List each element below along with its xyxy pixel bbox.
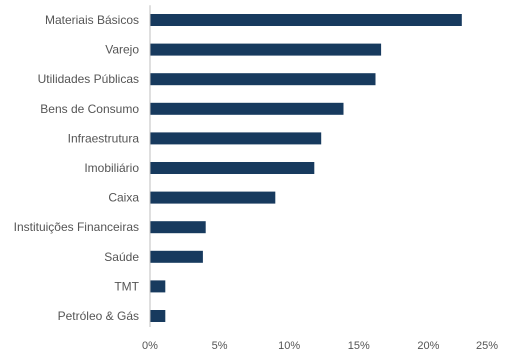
bar [150, 73, 376, 86]
bar [150, 310, 166, 322]
bar [150, 191, 276, 204]
category-label: Infraestrutura [68, 131, 140, 145]
x-tick-label: 10% [278, 340, 300, 352]
category-label: Instituições Financeiras [14, 220, 139, 234]
category-label: Materiais Básicos [45, 13, 139, 27]
category-label: Petróleo & Gás [58, 309, 139, 323]
bar [150, 132, 322, 145]
bar [150, 102, 344, 115]
category-label: Imobiliário [84, 161, 139, 175]
bars-group [150, 14, 462, 322]
bar [150, 43, 382, 56]
category-label: Caixa [108, 191, 139, 205]
category-label: TMT [114, 279, 139, 293]
bar [150, 14, 462, 26]
category-label: Utilidades Públicas [38, 72, 139, 86]
bar [150, 250, 203, 263]
x-tick-label: 5% [212, 340, 228, 352]
bar [150, 221, 206, 234]
x-tick-label: 0% [142, 340, 158, 352]
category-label: Bens de Consumo [40, 102, 139, 116]
x-tick-label: 15% [348, 340, 370, 352]
x-tick-label: 20% [417, 340, 439, 352]
bar [150, 162, 315, 174]
x-tick-labels-group: 0% 5% 10% 15% 20% 25% [142, 340, 498, 352]
category-label: Saúde [104, 250, 139, 264]
bar [150, 280, 166, 293]
x-tick-label: 25% [476, 340, 498, 352]
category-label: Varejo [105, 43, 139, 57]
category-labels-group: Materiais Básicos Varejo Utilidades Públic… [14, 13, 140, 323]
